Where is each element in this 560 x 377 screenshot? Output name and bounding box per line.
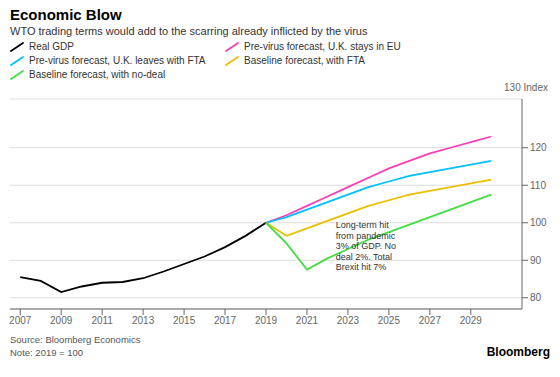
svg-text:2011: 2011 (91, 315, 113, 326)
html-text:WTO trading terms would add to: WTO trading terms would add to the scarr… (10, 25, 368, 37)
svg-text:100: 100 (530, 217, 547, 228)
svg-text:2021: 2021 (296, 315, 319, 326)
svg-text:2009: 2009 (50, 315, 73, 326)
svg-text:120: 120 (530, 142, 547, 153)
html-text:Pre-virus forecast, U.K. leave: Pre-virus forecast, U.K. leaves with FTA (29, 55, 206, 66)
svg-text:80: 80 (530, 292, 542, 303)
svg-text:Long-term hitfrom pandemic3% o: Long-term hitfrom pandemic3% of GDP. Nod… (336, 221, 396, 273)
svg-text:2023: 2023 (337, 315, 360, 326)
svg-text:2025: 2025 (378, 315, 401, 326)
svg-text:90: 90 (530, 255, 542, 266)
html-text:Baseline forecast, with no-dea: Baseline forecast, with no-deal (29, 69, 166, 80)
svg-text:110: 110 (530, 180, 546, 191)
html-text:Economic Blow: Economic Blow (10, 6, 122, 23)
svg-text:2007: 2007 (9, 315, 32, 326)
svg-text:2027: 2027 (419, 315, 442, 326)
svg-text:2017: 2017 (214, 315, 237, 326)
html-text:Real GDP: Real GDP (29, 41, 74, 52)
html-text:Bloomberg: Bloomberg (486, 345, 550, 359)
svg-text:2019: 2019 (255, 315, 278, 326)
svg-text:2013: 2013 (132, 315, 155, 326)
html-text:Baseline forecast, with FTA: Baseline forecast, with FTA (244, 55, 365, 66)
html-text:130 Index: 130 Index (504, 82, 548, 93)
svg-text:2029: 2029 (460, 315, 483, 326)
html-text:Source: Bloomberg Economics: Source: Bloomberg Economics (10, 334, 141, 345)
svg-text:2015: 2015 (173, 315, 196, 326)
html-text:Note: 2019 = 100: Note: 2019 = 100 (10, 347, 84, 358)
html-text:Pre-virus forecast, U.K. stays: Pre-virus forecast, U.K. stays in EU (244, 41, 401, 52)
